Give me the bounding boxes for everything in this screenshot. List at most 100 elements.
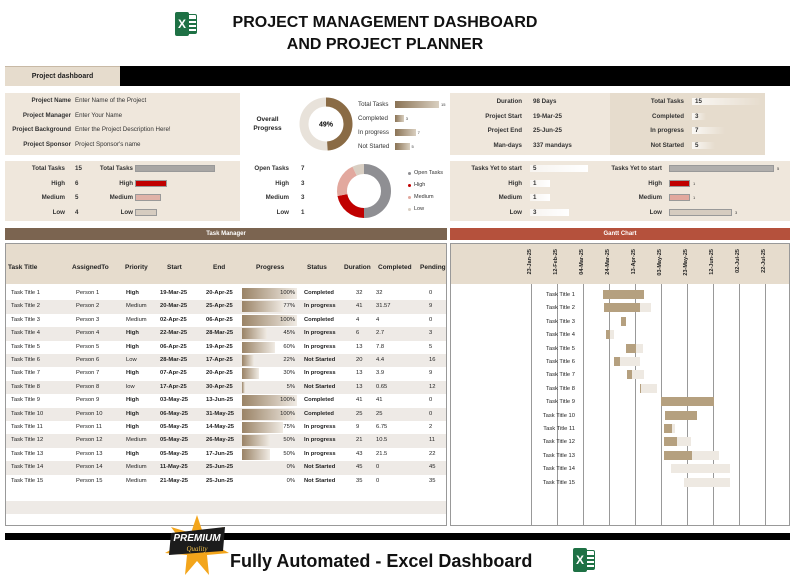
- table-cell: 06-Apr-25: [160, 343, 187, 350]
- gantt-bar-remaining: [663, 437, 691, 447]
- open-tasks-panel: Open Tasks 7 High 3 Medium 3 Low 1 Open Tasks Hi…: [240, 161, 450, 221]
- table-cell: 31.57: [376, 303, 391, 310]
- progress-cell: 45%: [242, 328, 297, 340]
- priority-bar-label: Medium: [109, 194, 133, 201]
- table-row[interactable]: Task Title 15 Person 15 Medium 21-May-25 25-…: [6, 474, 446, 488]
- table-cell: High: [126, 450, 139, 457]
- project-info-label: Project Background: [12, 126, 71, 133]
- table-cell: 25: [376, 410, 383, 417]
- gantt-chart: 23-Jan-25 12-Feb-25 04-Mar-25 24-Mar-25 13-A…: [450, 243, 790, 526]
- excel-logo-icon: X: [175, 12, 197, 36]
- column-header[interactable]: Pending: [420, 264, 446, 271]
- gantt-bar-completed: [663, 424, 673, 433]
- table-cell: In progress: [304, 450, 336, 457]
- table-row[interactable]: Task Title 12 Person 12 Medium 05-May-25 26-…: [6, 434, 446, 448]
- column-header[interactable]: Priority: [125, 264, 148, 271]
- column-header[interactable]: Progress: [256, 264, 285, 271]
- table-cell: Task Title 3: [11, 316, 40, 323]
- table-cell: 06-Apr-25: [206, 316, 233, 323]
- progress-cell: 5%: [242, 381, 297, 393]
- project-info-value[interactable]: Enter the Project Description Here!: [75, 126, 171, 133]
- table-cell: 03-May-25: [160, 397, 189, 404]
- progress-text: 0%: [286, 464, 295, 471]
- gantt-task-label: Task Title 12: [542, 439, 575, 446]
- table-cell: 0: [429, 410, 433, 417]
- table-row[interactable]: Task Title 9 Person 9 High 03-May-25 13-Jun-…: [6, 394, 446, 408]
- table-cell: 0.65: [376, 383, 388, 390]
- project-info-value[interactable]: Enter Your Name: [75, 111, 123, 119]
- table-row[interactable]: Task Title 3 Person 3 Medium 02-Apr-25 06-Ap…: [6, 313, 446, 328]
- column-header[interactable]: Duration: [344, 264, 371, 271]
- gantt-grid-line: [609, 284, 610, 525]
- table-cell: Person 9: [76, 397, 100, 404]
- table-row[interactable]: Task Title 5 Person 5 High 06-Apr-25 19-Apr-…: [6, 340, 446, 354]
- table-cell: 20: [356, 357, 363, 363]
- progress-text: 45%: [283, 330, 295, 337]
- table-row[interactable]: Task Title 8 Person 8 low 17-Apr-25 30-Apr-2…: [6, 380, 446, 395]
- table-row[interactable]: Task Title 7 Person 7 High 07-Apr-25 20-Apr-…: [6, 367, 446, 381]
- table-row[interactable]: Task Title 1 Person 1 High 19-Mar-25 20-Apr-…: [6, 287, 446, 301]
- table-cell: Completed: [304, 316, 334, 323]
- table-cell: 9: [356, 424, 360, 430]
- table-cell: 25-Jun-25: [206, 464, 234, 471]
- schedule-panel: Duration 98 Days Project Start 19-Mar-25 Pro…: [450, 93, 610, 155]
- table-cell: 05-May-25: [160, 424, 189, 430]
- table-row[interactable]: Task Title 6 Person 6 Low 28-Mar-25 17-Apr-2…: [6, 354, 446, 368]
- priority-value: 4: [75, 208, 79, 216]
- progress-text: 0%: [286, 477, 295, 484]
- table-row[interactable]: Task Title 10 Person 10 High 06-May-25 31-Ma…: [6, 407, 446, 421]
- gantt-date-header: 23-Jan-25 12-Feb-25 04-Mar-25 24-Mar-25 13-A…: [451, 244, 789, 284]
- column-header[interactable]: Start: [167, 264, 182, 271]
- gantt-bar-remaining: [671, 464, 730, 474]
- schedule-value: 337 mandays: [533, 141, 572, 149]
- column-header[interactable]: AssignedTo: [72, 264, 109, 271]
- open-tasks-value: 3: [301, 194, 305, 201]
- progress-cell: 100%: [242, 314, 297, 326]
- project-info-label: Project Name: [31, 97, 71, 104]
- table-row[interactable]: Task Title 4 Person 4 High 22-Mar-25 28-Mar-…: [6, 327, 446, 341]
- table-cell: 3.9: [376, 370, 385, 377]
- progress-fill: [242, 355, 255, 366]
- table-cell: Task Title 13: [11, 450, 44, 457]
- table-cell: Task Title 15: [11, 477, 44, 484]
- table-row[interactable]: Task Title 2 Person 2 Medium 20-Mar-25 25-Ap…: [6, 300, 446, 314]
- gantt-bar-completed: [606, 330, 610, 340]
- table-cell: 25-Jun-25: [206, 477, 234, 484]
- table-cell: In progress: [304, 330, 336, 337]
- table-row[interactable]: Task Title 14 Person 14 Medium 11-May-25 25-…: [6, 461, 446, 475]
- column-header[interactable]: End: [213, 264, 226, 271]
- column-header[interactable]: Completed: [378, 264, 412, 271]
- table-cell: Person 12: [76, 437, 103, 444]
- overall-progress-panel: Overall Progress 49% Total Tasks 15 Comple…: [240, 93, 450, 155]
- priority-value: 5: [75, 194, 79, 201]
- table-cell: 31-May-25: [206, 410, 235, 417]
- progress-cell: 30%: [242, 368, 297, 380]
- gantt-bar-completed: [625, 343, 637, 353]
- table-cell: Person 8: [76, 383, 100, 390]
- table-cell: 41: [356, 303, 363, 310]
- gantt-chart-header: Gantt Chart: [450, 228, 790, 240]
- table-cell: High: [126, 424, 139, 430]
- yet-to-start-panel: Tasks Yet to start 5 High 1 Medium 1 Low 3 Tasks…: [450, 161, 790, 221]
- open-tasks-label: Low: [276, 208, 289, 216]
- table-cell: Task Title 4: [11, 330, 40, 337]
- yet-to-start-bar: [530, 194, 550, 201]
- open-tasks-label: High: [275, 179, 289, 187]
- column-header[interactable]: Status: [307, 264, 327, 271]
- project-info-value[interactable]: Enter Name of the Project: [75, 97, 147, 104]
- status-value: 15: [695, 98, 702, 105]
- yet-to-start-label: Low: [509, 208, 522, 216]
- gantt-date-label: 04-Mar-25: [579, 249, 585, 275]
- table-cell: Task Title 10: [11, 410, 44, 417]
- table-cell: 17-Jun-25: [206, 450, 234, 457]
- table-cell: Completed: [304, 290, 334, 296]
- column-header[interactable]: Task Title: [8, 264, 38, 271]
- tab-project-dashboard[interactable]: Project dashboard: [5, 66, 120, 86]
- table-cell: High: [126, 330, 139, 337]
- table-row[interactable]: Task Title 11 Person 11 High 05-May-25 14-Ma…: [6, 421, 446, 435]
- progress-text: 100%: [280, 397, 295, 404]
- table-row[interactable]: Task Title 13 Person 13 High 05-May-25 17-Ju…: [6, 447, 446, 462]
- project-info-value[interactable]: Project Sponsor's name: [75, 140, 141, 148]
- gantt-date-label: 13-Apr-25: [631, 249, 637, 275]
- gantt-task-label: Task Title 1: [546, 292, 575, 298]
